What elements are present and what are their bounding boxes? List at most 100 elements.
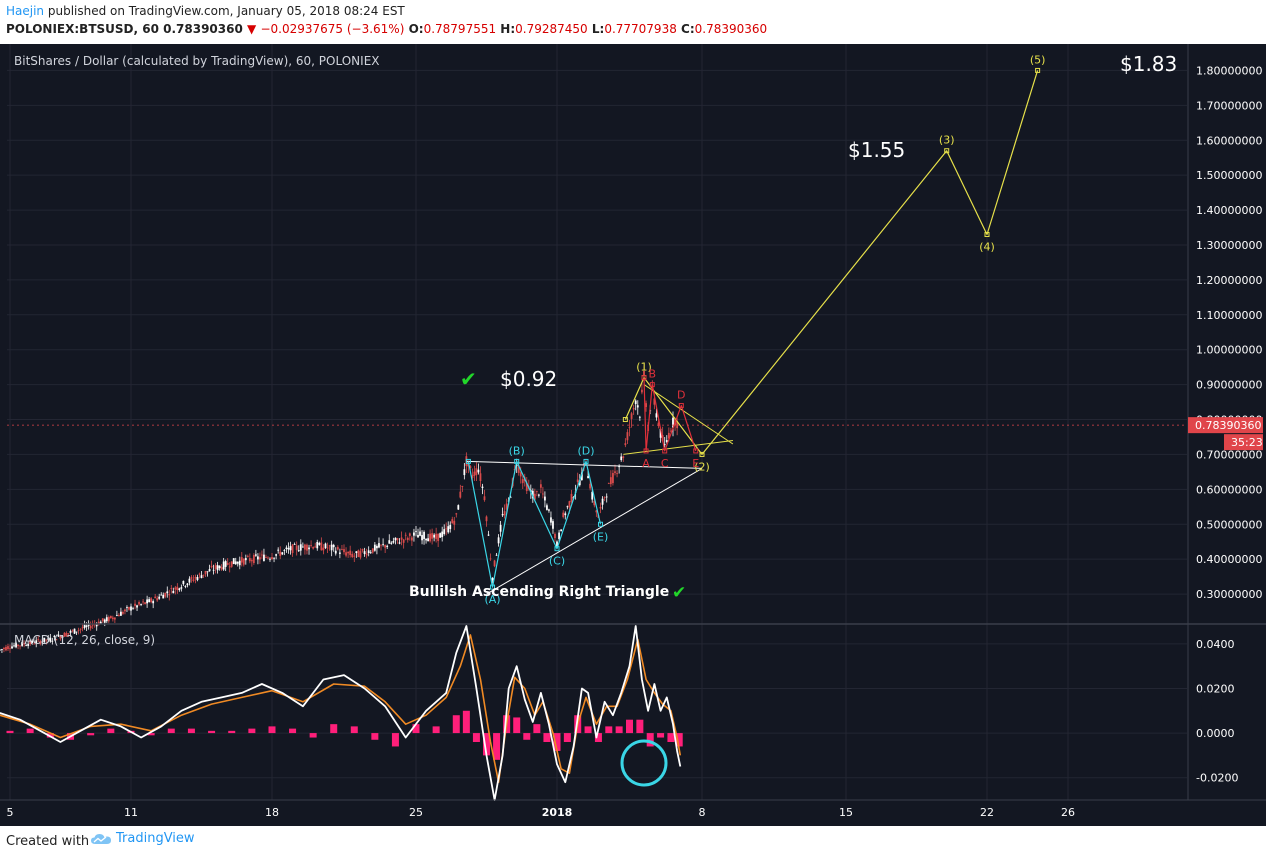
price-candle <box>228 566 231 568</box>
price-tick-label: 1.10000000 <box>1196 309 1262 322</box>
wave-red-label: A <box>642 457 650 470</box>
price-candle <box>287 547 290 550</box>
price-candle <box>632 408 635 410</box>
triangle-support-line <box>486 467 703 595</box>
wave-red-point <box>641 375 647 381</box>
author-link[interactable]: Haejin <box>6 4 45 18</box>
price-candle <box>146 599 149 604</box>
price-candle <box>355 551 358 553</box>
price-candle <box>79 628 82 630</box>
chart-canvas[interactable]: (A) (B) (C) (D) (E) (1) (2) (3) (4) (5) A B C D E 0.30… <box>0 44 1266 826</box>
price-candle <box>166 591 169 594</box>
price-candle <box>65 633 68 637</box>
price-candle <box>332 544 335 548</box>
close-label: C: <box>681 22 695 36</box>
price-candle <box>497 537 500 544</box>
macd-histogram-bar <box>584 726 592 734</box>
price-candle <box>148 599 151 603</box>
price-candle <box>491 577 494 581</box>
price-candle <box>537 494 540 496</box>
price-candle <box>240 557 243 563</box>
macd-tick-label: -0.0200 <box>1196 772 1238 785</box>
published-text: published on TradingView.com, January 05… <box>44 4 405 18</box>
low-label: L: <box>591 22 605 36</box>
price-candle <box>140 604 142 605</box>
price-candle <box>77 630 80 631</box>
price-candle <box>396 538 399 541</box>
price-candle <box>481 486 484 489</box>
price-candle <box>107 617 110 622</box>
price-tick-label: 1.70000000 <box>1196 99 1262 112</box>
macd-histogram-bar <box>563 733 571 742</box>
wave-cyan-label: (E) <box>593 530 609 543</box>
price-candle <box>322 547 325 551</box>
macd-histogram-bar <box>667 733 675 742</box>
price-candle <box>63 632 66 637</box>
price-candle <box>566 506 569 508</box>
price-candle <box>618 466 621 468</box>
price-candle <box>7 646 9 650</box>
wave-red-label: E <box>692 457 699 470</box>
price-candle <box>105 617 108 622</box>
symbol-line: POLONIEX:BTSUSD, 60 0.78390360 ▼ −0.0293… <box>6 22 767 36</box>
price-candle <box>261 554 263 556</box>
macd-histogram-bar <box>46 733 54 738</box>
price-candle <box>170 587 173 589</box>
price-candle <box>168 594 171 596</box>
price-candle <box>626 432 629 441</box>
wave-yellow-label: (1) <box>636 361 652 374</box>
macd-histogram-bar <box>309 733 317 738</box>
price-candle <box>99 621 102 624</box>
wave-red-point <box>693 448 699 454</box>
price-tick-label: 0.50000000 <box>1196 518 1262 531</box>
price-candle <box>614 471 616 473</box>
price-candle <box>308 547 310 550</box>
price-candle <box>248 558 251 562</box>
publish-line: Haejin published on TradingView.com, Jan… <box>6 4 405 18</box>
price-tick-label: 0.90000000 <box>1196 379 1262 392</box>
price-candle <box>663 444 666 446</box>
price-candle <box>376 546 378 549</box>
price-candle <box>244 558 247 561</box>
macd-histogram-bar <box>675 733 683 747</box>
price-candle <box>447 526 450 533</box>
price-candle <box>324 543 327 548</box>
price-candle <box>252 555 255 563</box>
price-candle <box>505 503 508 510</box>
macd-histogram-bar <box>87 733 95 736</box>
price-candle <box>338 552 341 554</box>
macd-histogram-bar <box>228 730 236 734</box>
price-candle <box>343 549 345 553</box>
price-candle <box>182 580 185 585</box>
price-candle <box>186 583 189 586</box>
price-candle <box>279 551 282 556</box>
price-candle <box>330 544 333 551</box>
wave-red-point <box>662 448 668 454</box>
price-candle <box>533 493 536 500</box>
price-candle <box>130 606 132 611</box>
price-candle <box>246 555 249 557</box>
last-price-tag <box>1188 417 1263 434</box>
price-candle <box>257 556 259 560</box>
price-candle <box>371 548 374 553</box>
price-candle <box>210 565 213 568</box>
price-candle <box>386 545 389 547</box>
price-candle <box>19 645 21 647</box>
price-candle <box>578 480 581 486</box>
price-candle <box>5 646 7 651</box>
tradingview-brand[interactable]: TradingView <box>90 831 195 846</box>
price-candle <box>645 403 647 407</box>
price-candle <box>218 565 221 569</box>
price-candle <box>429 533 431 542</box>
price-candle <box>212 569 215 571</box>
price-candle <box>41 641 44 643</box>
price-candle <box>273 557 275 559</box>
wave-cyan-label: (D) <box>577 444 594 457</box>
price-candle <box>620 456 623 461</box>
price-candle <box>665 440 668 442</box>
price-candle <box>406 537 409 540</box>
price-candle <box>198 573 201 575</box>
axes: 0.30000000 0.40000000 0.50000000 0.60000000… <box>0 44 1266 819</box>
price-candle <box>238 560 241 566</box>
price-candle <box>353 555 356 557</box>
